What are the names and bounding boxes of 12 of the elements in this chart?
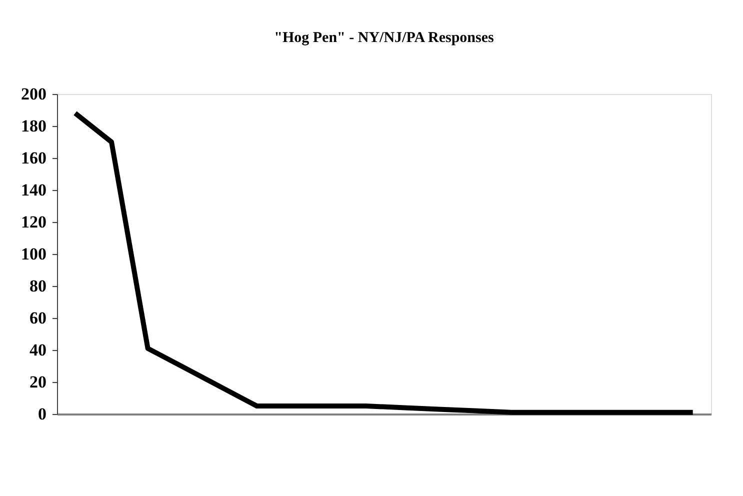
y-tick-label: 160 (21, 148, 46, 168)
y-tick-label: 0 (38, 404, 46, 424)
y-tick-label: 40 (30, 340, 46, 360)
y-tick-label: 120 (21, 212, 46, 232)
y-tick-label: 100 (21, 244, 46, 264)
y-tick-label: 180 (21, 116, 46, 136)
y-tick-label: 140 (21, 180, 46, 200)
y-tick-label: 60 (30, 308, 46, 328)
chart-title: "Hog Pen" - NY/NJ/PA Responses (274, 30, 494, 46)
y-tick-label: 200 (21, 84, 46, 104)
y-tick-label: 80 (30, 276, 46, 296)
y-tick-label: 20 (30, 372, 46, 392)
